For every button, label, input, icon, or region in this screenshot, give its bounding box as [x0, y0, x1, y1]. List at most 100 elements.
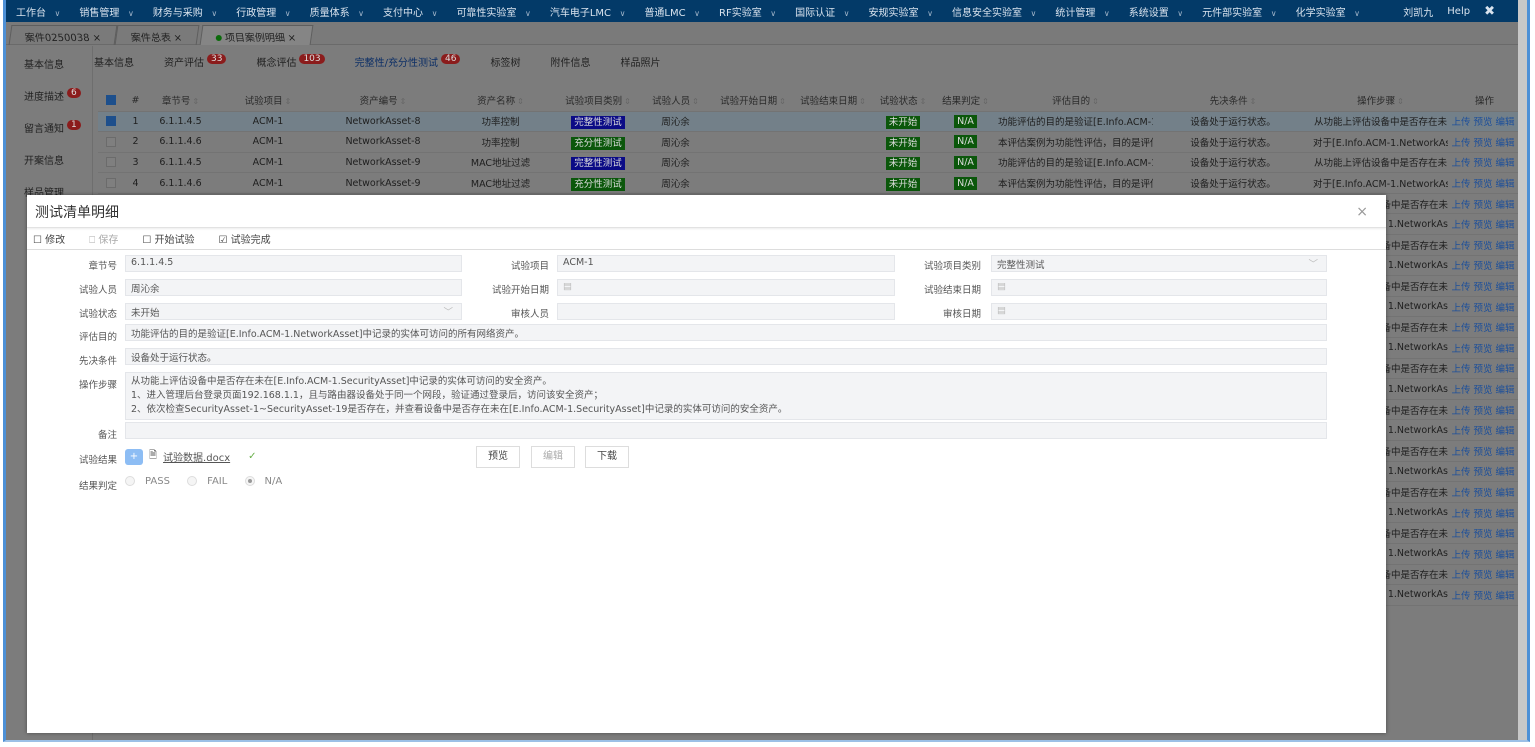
precondition-field[interactable]: 设备处于运行状态。 — [125, 348, 1327, 365]
save-button[interactable]: ⎕ 保存 — [89, 235, 119, 246]
preview-button[interactable]: 预览 — [476, 446, 520, 468]
action-link[interactable]: 预览 — [1473, 590, 1493, 602]
action-link[interactable]: 预览 — [1473, 137, 1493, 149]
row-checkbox[interactable] — [98, 131, 123, 153]
action-link[interactable]: 编辑 — [1495, 220, 1515, 232]
action-link[interactable]: 上传 — [1451, 426, 1471, 438]
download-button[interactable]: 下载 — [585, 446, 629, 468]
action-link[interactable]: 编辑 — [1495, 158, 1515, 170]
steps-field[interactable]: 从功能上评估设备中是否存在未在[E.Info.ACM-1.SecurityAss… — [125, 372, 1327, 420]
subtab[interactable]: 样品照片 — [620, 54, 660, 69]
person-field[interactable]: 周沁余 — [125, 279, 462, 296]
table-row[interactable]: 4 6.1.1.4.6 ACM-1 NetworkAsset-9 MAC地址过滤 充分性测… — [98, 172, 1521, 194]
action-link[interactable]: 上传 — [1451, 282, 1471, 294]
subtab[interactable]: 资产评估 33 — [164, 53, 227, 69]
action-link[interactable]: 预览 — [1473, 117, 1493, 129]
action-link[interactable]: 预览 — [1473, 467, 1493, 479]
action-link[interactable]: 编辑 — [1495, 508, 1515, 520]
end-date-field[interactable]: ▤ — [991, 279, 1327, 296]
nav-item[interactable]: 统计管理 — [1045, 4, 1118, 19]
action-link[interactable]: 上传 — [1451, 570, 1471, 582]
radio-fail[interactable] — [187, 476, 198, 486]
action-link[interactable]: 编辑 — [1495, 137, 1515, 149]
action-link[interactable]: 编辑 — [1495, 529, 1515, 541]
action-link[interactable]: 预览 — [1473, 426, 1493, 438]
fullscreen-icon[interactable]: ✖ — [1484, 3, 1495, 19]
column-header[interactable]: 试验结束日期 ⇕ — [793, 90, 873, 112]
nav-item[interactable]: 质量体系 — [300, 4, 373, 19]
action-link[interactable]: 预览 — [1473, 323, 1493, 335]
subtab[interactable]: 标签树 — [490, 54, 520, 69]
sidebar-item[interactable]: 基本信息 — [24, 56, 64, 71]
column-header[interactable]: 先决条件 ⇕ — [1153, 90, 1313, 112]
column-header[interactable]: 操作步骤 ⇕ — [1313, 90, 1448, 112]
chapter-field[interactable]: 6.1.1.4.5 — [125, 255, 462, 272]
status-select[interactable]: 未开始 ﹀ — [125, 303, 462, 320]
action-link[interactable]: 上传 — [1451, 158, 1471, 170]
action-link[interactable]: 预览 — [1473, 364, 1493, 376]
nav-item[interactable]: 工作台 — [6, 4, 69, 19]
column-header[interactable]: 操作 — [1448, 90, 1521, 112]
action-link[interactable]: 预览 — [1473, 405, 1493, 417]
nav-item[interactable]: 普通LMC — [634, 4, 709, 19]
action-link[interactable]: 预览 — [1473, 282, 1493, 294]
tab-project-detail[interactable]: 项目案例明细 × — [199, 25, 313, 45]
action-link[interactable]: 上传 — [1451, 240, 1471, 252]
table-row[interactable]: 2 6.1.1.4.6 ACM-1 NetworkAsset-8 功率控制 充分性测试 周沁… — [98, 131, 1521, 153]
column-header[interactable]: 结果判定 ⇕ — [933, 90, 998, 112]
action-link[interactable]: 上传 — [1451, 405, 1471, 417]
action-link[interactable]: 编辑 — [1495, 117, 1515, 129]
action-link[interactable]: 编辑 — [1495, 302, 1515, 314]
action-link[interactable]: 编辑 — [1495, 199, 1515, 211]
nav-item[interactable]: 汽车电子LMC — [540, 4, 635, 19]
action-link[interactable]: 上传 — [1451, 549, 1471, 561]
table-row[interactable]: 1 6.1.1.4.5 ACM-1 NetworkAsset-8 功率控制 完整性测试 周沁… — [98, 111, 1521, 133]
sort-icon[interactable]: ⇕ — [517, 97, 524, 107]
action-link[interactable]: 编辑 — [1495, 549, 1515, 561]
subtab[interactable]: 附件信息 — [550, 54, 590, 69]
sidebar-item[interactable]: 留言通知 1 — [24, 120, 81, 135]
action-link[interactable]: 上传 — [1451, 467, 1471, 479]
action-link[interactable]: 编辑 — [1495, 426, 1515, 438]
nav-item[interactable]: 元件部实验室 — [1192, 4, 1285, 19]
table-row[interactable]: 3 6.1.1.4.5 ACM-1 NetworkAsset-9 MAC地址过滤 完整性测… — [98, 152, 1521, 174]
column-header[interactable]: 试验开始日期 ⇕ — [713, 90, 793, 112]
sort-icon[interactable]: ⇕ — [399, 97, 407, 107]
close-icon[interactable]: × — [91, 33, 102, 44]
action-link[interactable]: 上传 — [1451, 590, 1471, 602]
finish-test-button[interactable]: ☑ 试验完成 — [218, 235, 271, 246]
action-link[interactable]: 预览 — [1473, 529, 1493, 541]
action-link[interactable]: 编辑 — [1495, 179, 1515, 191]
user-name[interactable]: 刘凯九 — [1403, 7, 1434, 19]
close-icon[interactable]: × — [287, 33, 298, 44]
nav-item[interactable]: 安规实验室 — [859, 4, 942, 19]
action-link[interactable]: 预览 — [1473, 302, 1493, 314]
sort-icon[interactable]: ⇕ — [192, 97, 200, 107]
purpose-field[interactable]: 功能评估的目的是验证[E.Info.ACM-1.NetworkAsset]中记录… — [125, 324, 1327, 341]
sort-icon[interactable]: ⇕ — [859, 97, 866, 107]
sort-icon[interactable]: ⇕ — [982, 97, 989, 107]
action-link[interactable]: 预览 — [1473, 343, 1493, 355]
column-header[interactable]: 资产名称 ⇕ — [443, 90, 558, 112]
help-link[interactable]: Help — [1447, 5, 1471, 17]
action-link[interactable]: 上传 — [1451, 446, 1471, 458]
action-link[interactable]: 预览 — [1473, 385, 1493, 397]
action-link[interactable]: 预览 — [1473, 220, 1493, 232]
tab-case-list[interactable]: 案件总表 × — [114, 25, 199, 45]
row-checkbox[interactable] — [98, 172, 123, 194]
remark-field[interactable] — [125, 422, 1327, 439]
column-header[interactable]: 试验项目 ⇕ — [213, 90, 323, 112]
add-file-button[interactable]: + — [125, 448, 143, 465]
action-link[interactable]: 编辑 — [1495, 590, 1515, 602]
action-link[interactable]: 编辑 — [1495, 385, 1515, 397]
action-link[interactable]: 上传 — [1451, 199, 1471, 211]
action-link[interactable]: 上传 — [1451, 220, 1471, 232]
action-link[interactable]: 编辑 — [1495, 364, 1515, 376]
action-link[interactable]: 预览 — [1473, 199, 1493, 211]
item-field[interactable]: ACM-1 — [557, 255, 895, 272]
action-link[interactable]: 上传 — [1451, 179, 1471, 191]
action-link[interactable]: 预览 — [1473, 261, 1493, 273]
sort-icon[interactable]: ⇕ — [624, 97, 631, 107]
action-link[interactable]: 编辑 — [1495, 240, 1515, 252]
category-select[interactable]: 完整性测试 ﹀ — [991, 255, 1327, 272]
